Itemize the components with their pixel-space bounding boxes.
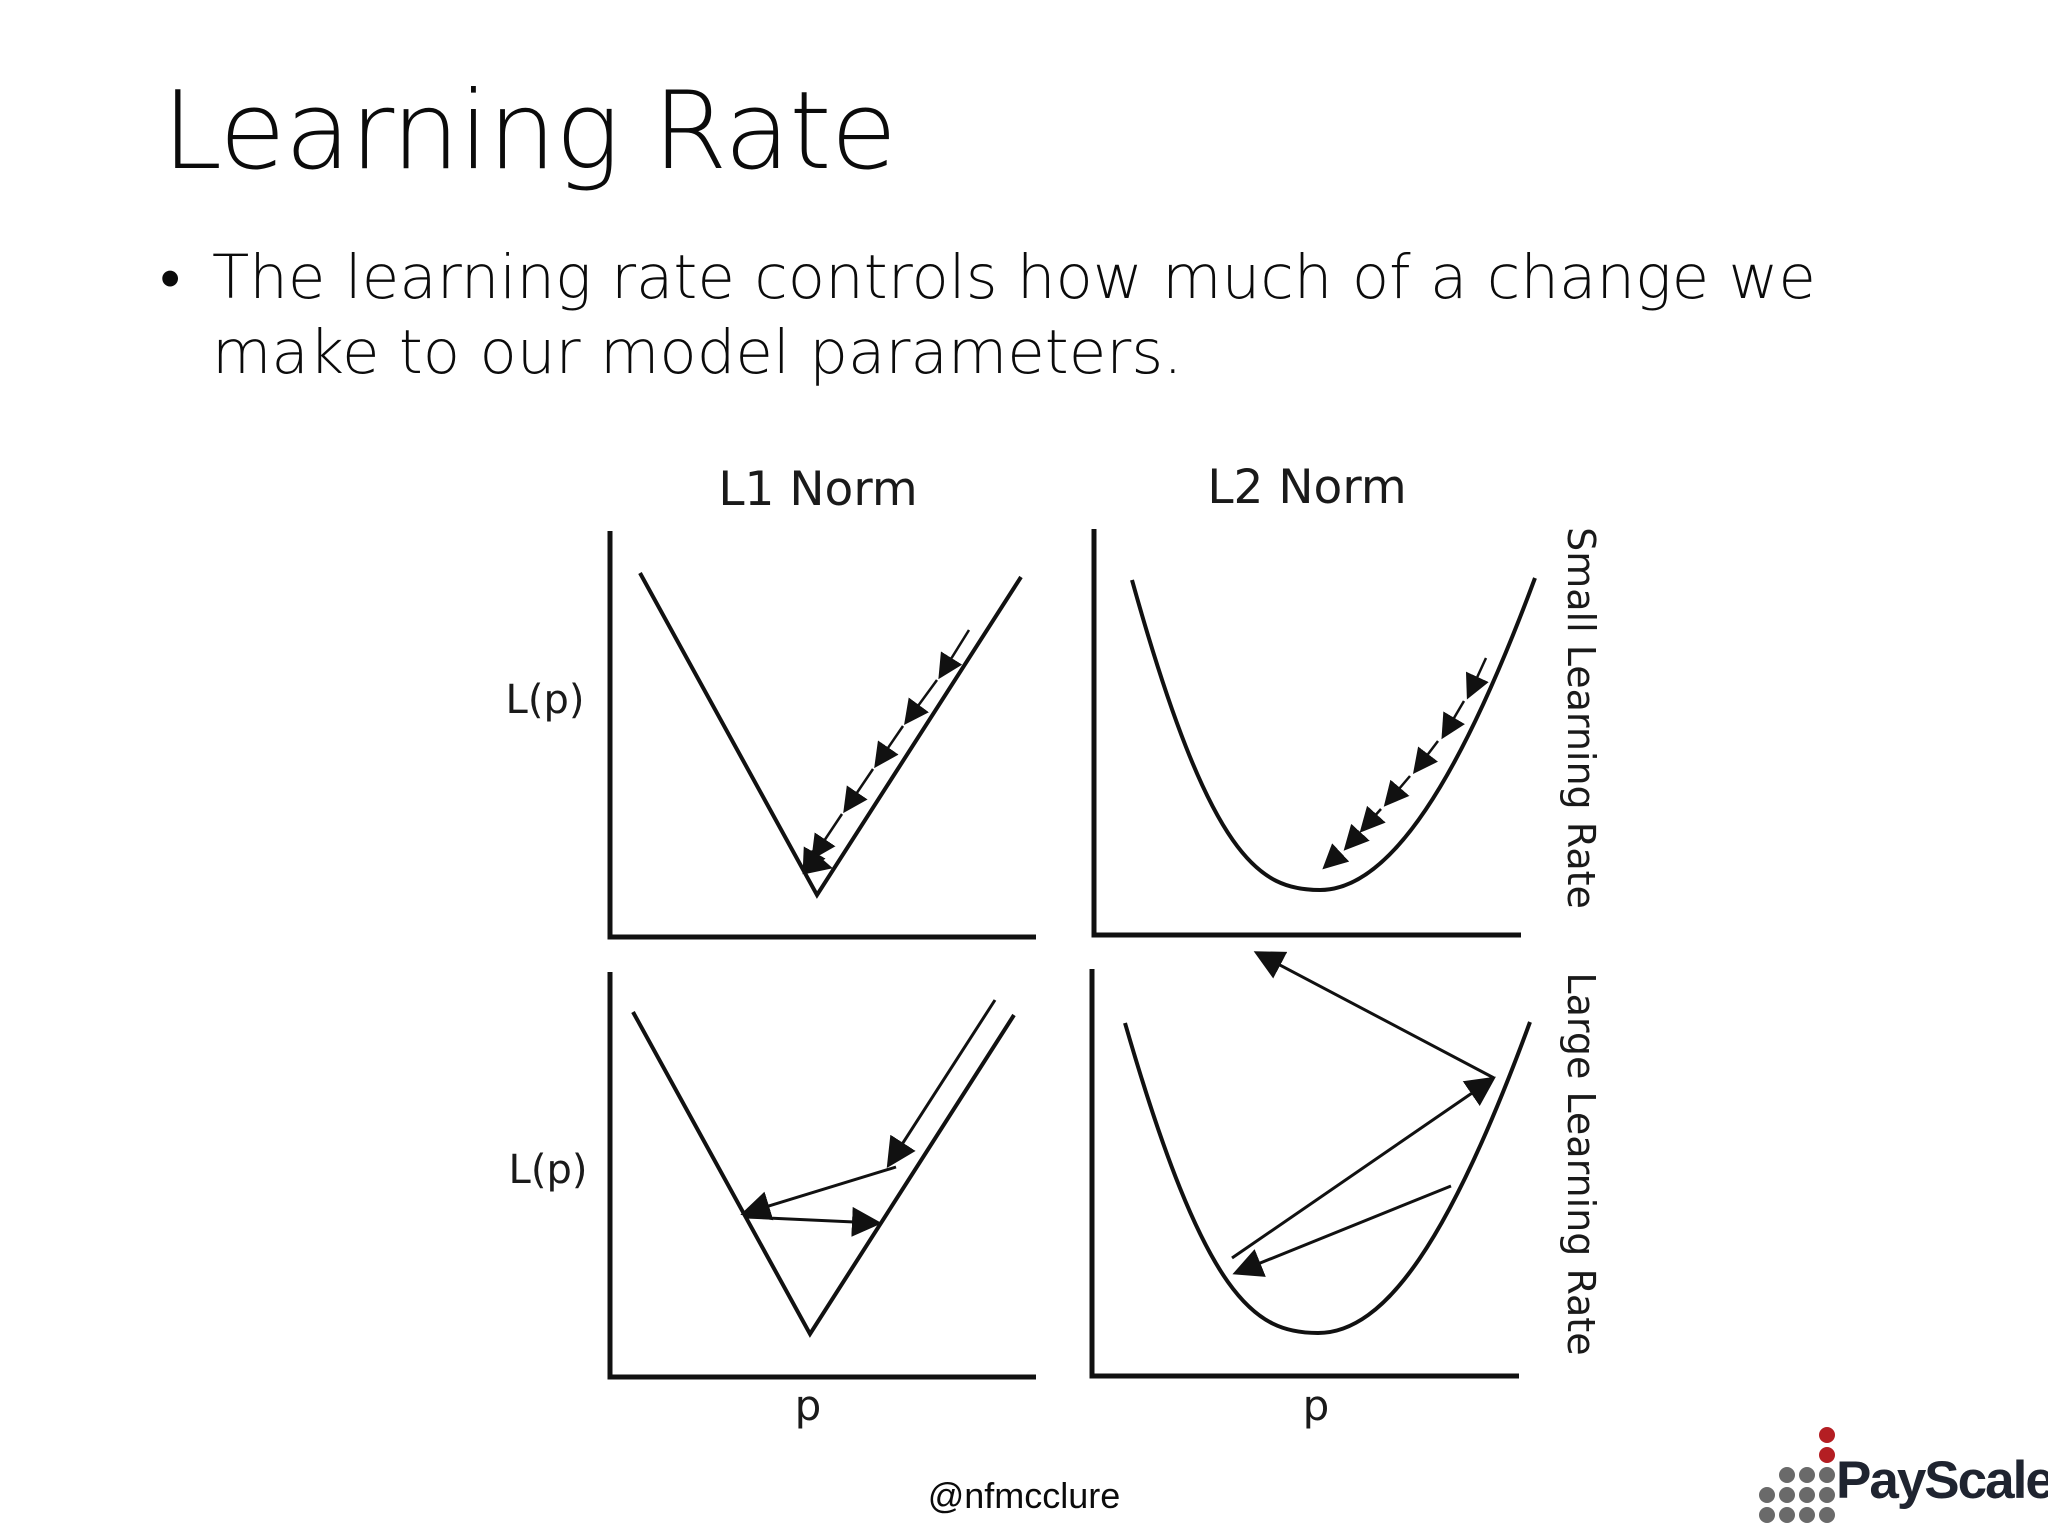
- column-header-l2: L2 Norm: [1207, 460, 1406, 515]
- curve-l2-small: [1130, 577, 1537, 893]
- slide-title: Learning Rate: [162, 69, 897, 194]
- y-axis-label-bottom: L(p): [509, 1147, 588, 1193]
- brand-logo: PayScale: [1758, 1426, 2048, 1536]
- bullet-marker: •: [160, 246, 181, 311]
- x-axis-label-right: p: [1303, 1381, 1330, 1430]
- step-arrows-l2-small: [1322, 657, 1489, 870]
- jump-arrows-l1-large: [740, 999, 997, 1237]
- bullet-text: The learning rate controls how much of a…: [212, 242, 1816, 388]
- curve-l1-small: [638, 572, 1023, 899]
- axes-l2-small: [1091, 529, 1521, 938]
- y-axis-label-top: L(p): [506, 677, 585, 723]
- step-arrows-l1-small: [802, 629, 971, 875]
- row-label-small: Small Learning Rate: [1559, 527, 1603, 909]
- axes-l2-large: [1089, 969, 1519, 1379]
- logo-dot-grid-icon: [1759, 1427, 1835, 1523]
- panel-l1-small: [607, 531, 1036, 940]
- author-handle: @nfmcclure: [927, 1475, 1121, 1516]
- row-label-large: Large Learning Rate: [1559, 972, 1603, 1355]
- panel-l2-large: [1089, 951, 1532, 1379]
- curve-l2-large: [1123, 1021, 1532, 1336]
- curve-l1-large: [631, 1011, 1016, 1338]
- axes-l1-small: [607, 531, 1036, 940]
- column-header-l1: L1 Norm: [718, 462, 917, 517]
- brand-name: PayScale: [1836, 1451, 2048, 1510]
- panel-l1-large: [607, 972, 1036, 1380]
- axes-l1-large: [607, 972, 1036, 1380]
- panel-l2-small: [1091, 529, 1537, 938]
- jump-arrows-l2-large: [1231, 951, 1496, 1277]
- x-axis-label-left: p: [795, 1381, 822, 1430]
